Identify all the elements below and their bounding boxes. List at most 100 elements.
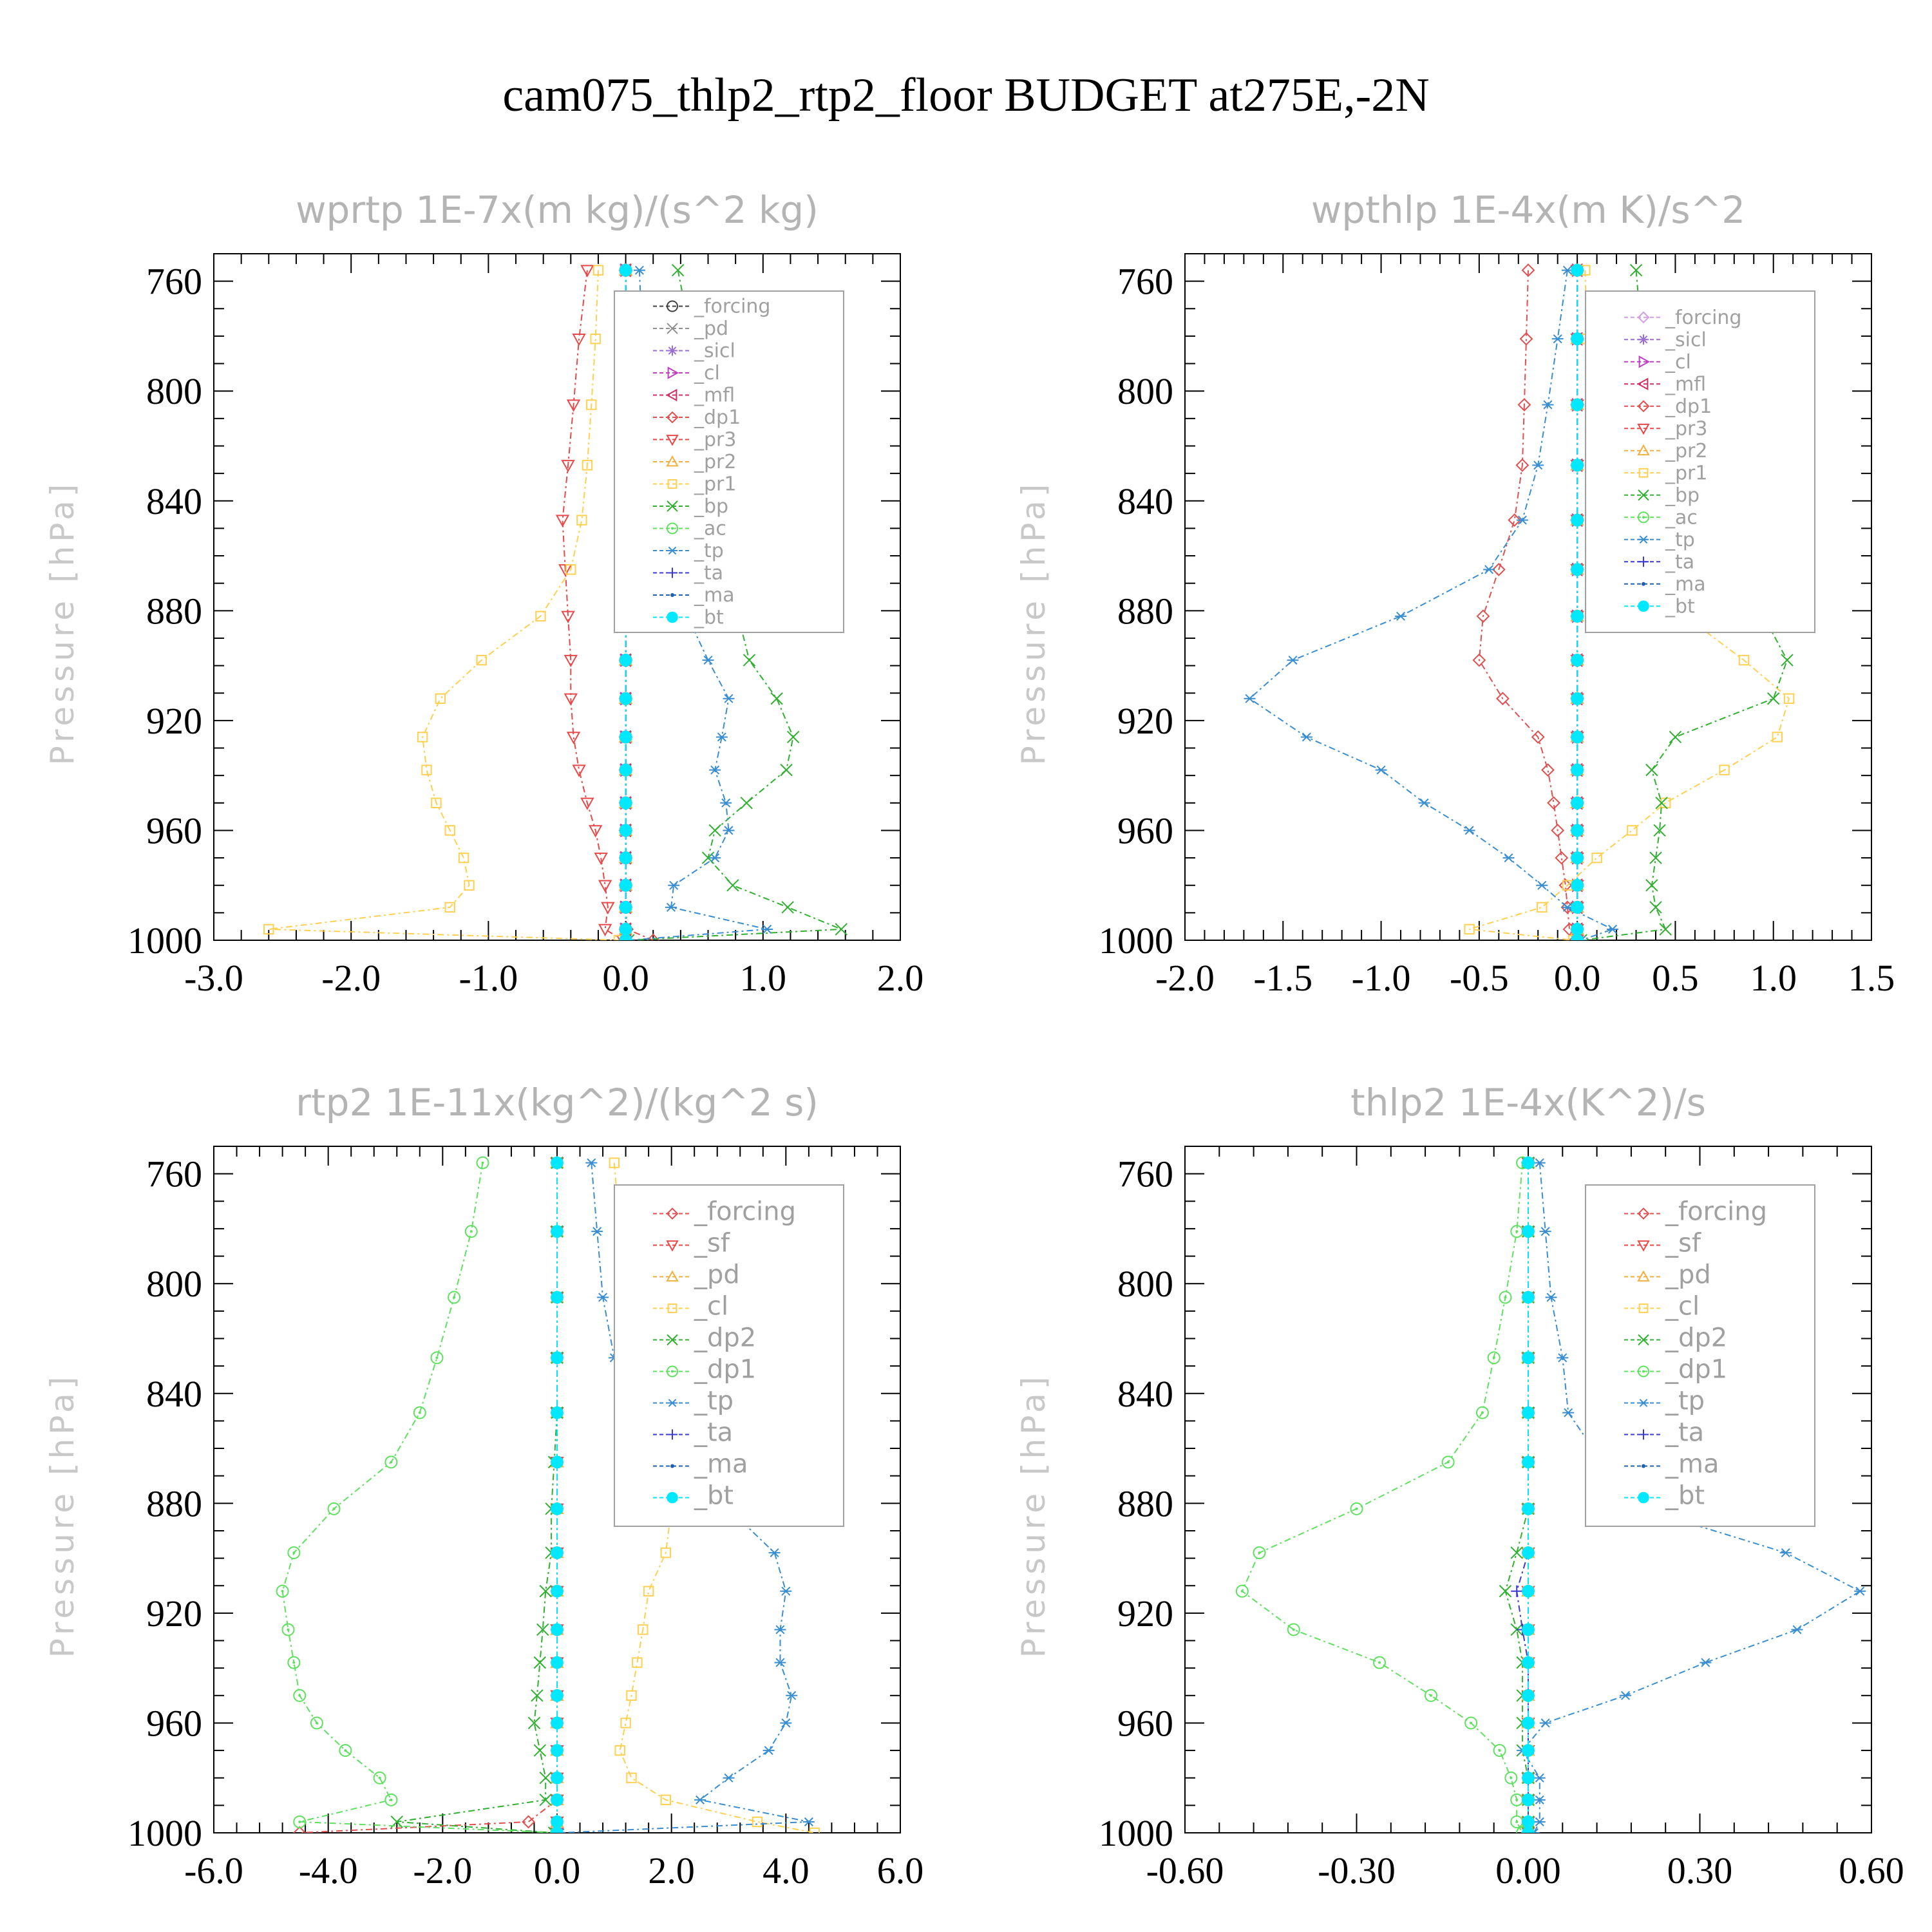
- data-point-dp1: [1350, 1502, 1363, 1515]
- legend-entry: _pr1: [1665, 462, 1707, 484]
- data-point-pr1: [263, 923, 274, 935]
- data-point-tp: [694, 1795, 706, 1804]
- y-axis-label: Pressure [hPa]: [1015, 480, 1052, 766]
- data-point-tp: [585, 1158, 598, 1168]
- data-point-dp1: [1517, 398, 1531, 412]
- legend-marker: [1637, 423, 1650, 435]
- data-point-pr3: [555, 515, 570, 527]
- legend-entry: _mfl: [694, 384, 735, 407]
- y-tick-label: 760: [1117, 1153, 1173, 1195]
- data-point-tp: [597, 1293, 609, 1302]
- data-point-bt: [1522, 1156, 1535, 1170]
- data-point-pr1: [476, 654, 487, 666]
- data-point-tp: [762, 1746, 775, 1756]
- data-point-cl: [609, 1157, 620, 1168]
- data-point-pr3: [564, 654, 578, 668]
- data-point-dp1: [1464, 1716, 1478, 1730]
- y-tick-label: 880: [1117, 1482, 1173, 1524]
- data-point-dp1: [430, 1351, 444, 1365]
- series-line-tp: [560, 1162, 810, 1833]
- data-point-bt: [1522, 1546, 1535, 1559]
- panel-title: wpthlp 1E-4x(m K)/s^2: [1311, 188, 1745, 232]
- data-point-bt: [1522, 1793, 1535, 1806]
- chart-panel-3: rtp2 1E-11x(kg^2)/(kg^2 s) Pressure [hPa]…: [44, 1081, 923, 1891]
- legend-marker: [1637, 1208, 1650, 1220]
- data-point-pr1: [435, 693, 446, 704]
- data-point-bt: [551, 1744, 564, 1757]
- y-tick-label: 800: [1117, 1263, 1173, 1305]
- data-point-dp1: [1476, 609, 1490, 623]
- data-point-bt: [1571, 934, 1584, 940]
- data-point-bt: [1522, 1771, 1535, 1785]
- legend-marker: [1638, 489, 1649, 501]
- y-tick-label: 800: [146, 1263, 202, 1305]
- data-point-pr1: [590, 333, 601, 345]
- data-point-dp2: [539, 1585, 552, 1598]
- legend: _forcing_sicl_cl_mfl_dp1_pr3_pr2_pr1_bp_…: [1585, 290, 1815, 633]
- x-tick-label: 0.0: [602, 957, 649, 999]
- legend-entry: _mfl: [1665, 373, 1706, 395]
- data-point-dp1: [1287, 1623, 1300, 1636]
- data-point-bt: [1571, 263, 1584, 277]
- legend-marker: [666, 1208, 679, 1220]
- data-point-pr1: [1627, 825, 1638, 836]
- panel-title: wprtp 1E-7x(m kg)/(s^2 kg): [296, 188, 819, 232]
- y-tick-label: 920: [146, 700, 202, 742]
- data-point-bt: [1571, 332, 1584, 346]
- legend-marker: [667, 323, 678, 334]
- x-tick-label: 0.60: [1839, 1850, 1904, 1891]
- legend-marker: [667, 1365, 678, 1378]
- data-point-dp1: [1441, 1455, 1455, 1469]
- data-point-bt: [1522, 1656, 1535, 1669]
- legend-entry: _ma: [1665, 573, 1706, 596]
- data-point-dp1: [384, 1793, 398, 1806]
- series-line-dp2: [1504, 1162, 1529, 1833]
- data-point-dp1: [1253, 1546, 1266, 1560]
- data-point-bt: [551, 1716, 564, 1730]
- data-point-cl: [638, 1624, 649, 1635]
- legend-entry: _dp2: [694, 1323, 756, 1353]
- data-point-bp: [1649, 851, 1662, 864]
- panel-title: rtp2 1E-11x(kg^2)/(kg^2 s): [296, 1081, 819, 1124]
- legend-entry: _sf: [1665, 1229, 1701, 1258]
- data-point-pr1: [1537, 902, 1548, 913]
- data-point-bt: [551, 1771, 564, 1785]
- series-group: [1244, 263, 1795, 940]
- data-point-bt: [1571, 459, 1584, 472]
- data-point-pr1: [464, 880, 475, 891]
- data-point-bp: [780, 763, 793, 777]
- data-point-dp2: [1499, 1585, 1512, 1598]
- data-point-cl: [643, 1586, 654, 1596]
- data-point-pr1: [1772, 732, 1783, 743]
- legend-entry: _tp: [1665, 1387, 1705, 1416]
- x-tick-label: -0.60: [1146, 1850, 1224, 1891]
- data-point-bp: [1645, 879, 1658, 892]
- plot-frame: [213, 253, 901, 941]
- legend-entry: _bt: [1665, 595, 1695, 618]
- data-point-dp1: [1516, 1826, 1530, 1833]
- x-tick-label: 2.0: [648, 1850, 695, 1891]
- legend-entry: _ta: [1665, 551, 1694, 573]
- data-point-dp1: [339, 1744, 352, 1757]
- data-point-dp1: [1424, 1689, 1437, 1702]
- data-point-pr1: [1591, 852, 1602, 864]
- legend-entry: _bp: [694, 495, 728, 518]
- data-point-cl: [660, 1547, 671, 1558]
- data-point-tp: [1779, 1548, 1792, 1558]
- data-point-bt: [1522, 1291, 1535, 1304]
- data-point-bp: [743, 654, 756, 667]
- data-point-bt: [1571, 763, 1584, 777]
- legend-entry: _dp1: [1665, 1355, 1727, 1385]
- y-tick-label: 920: [1117, 1593, 1173, 1634]
- legend-entry: _cl: [694, 362, 720, 384]
- data-point-tp: [1700, 1658, 1712, 1667]
- data-point-pr1: [458, 852, 469, 864]
- data-point-bt: [1571, 513, 1584, 527]
- data-point-forcing: [522, 1815, 535, 1829]
- y-axis-label: Pressure [hPa]: [44, 480, 81, 766]
- x-tick-label: 0.00: [1495, 1850, 1561, 1891]
- x-tick-label: -1.0: [1352, 957, 1411, 999]
- legend-marker: [1642, 582, 1645, 586]
- data-point-bp: [1653, 824, 1666, 837]
